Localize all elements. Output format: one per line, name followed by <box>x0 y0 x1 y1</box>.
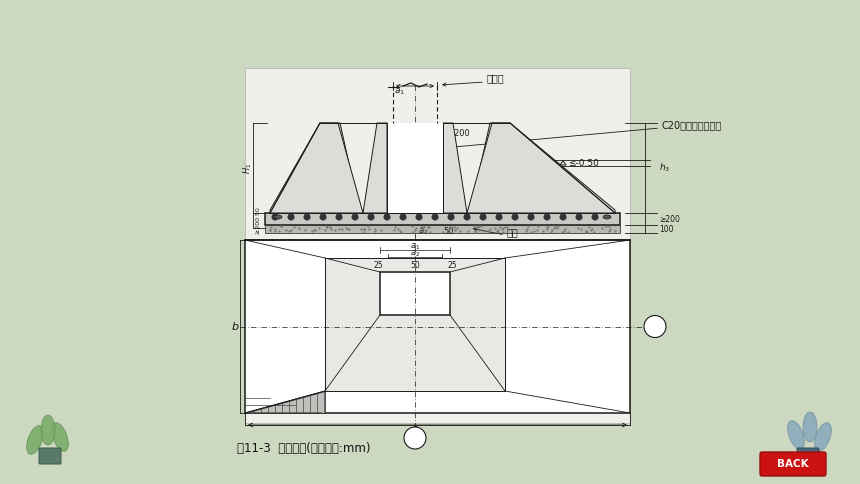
Text: $a_1$: $a_1$ <box>410 242 421 252</box>
Polygon shape <box>470 123 615 213</box>
Circle shape <box>416 214 421 220</box>
Polygon shape <box>270 123 360 213</box>
Circle shape <box>273 214 278 220</box>
Circle shape <box>400 214 406 220</box>
Circle shape <box>288 214 294 220</box>
Text: 75: 75 <box>419 136 430 146</box>
Ellipse shape <box>52 423 68 451</box>
Text: $a_2$: $a_2$ <box>410 249 421 259</box>
Text: $h_3$: $h_3$ <box>659 162 670 174</box>
Circle shape <box>433 214 438 220</box>
Polygon shape <box>265 225 620 233</box>
Polygon shape <box>363 123 387 213</box>
Circle shape <box>528 214 534 220</box>
Bar <box>325 258 505 391</box>
Text: $H_1$: $H_1$ <box>242 162 255 174</box>
Text: ≤-0.50: ≤-0.50 <box>568 158 599 167</box>
Polygon shape <box>443 123 467 213</box>
Circle shape <box>464 214 470 220</box>
Circle shape <box>576 214 582 220</box>
Circle shape <box>336 214 341 220</box>
Text: ≥200 50: ≥200 50 <box>256 208 261 234</box>
Circle shape <box>644 316 666 337</box>
Circle shape <box>496 214 501 220</box>
Polygon shape <box>270 123 363 213</box>
Circle shape <box>304 214 310 220</box>
Ellipse shape <box>814 423 832 451</box>
Circle shape <box>480 214 486 220</box>
Text: 墓层: 墓层 <box>507 227 519 237</box>
FancyBboxPatch shape <box>797 448 819 464</box>
Bar <box>245 68 630 423</box>
Text: ≥200: ≥200 <box>447 128 470 137</box>
Circle shape <box>544 214 550 220</box>
Circle shape <box>320 214 326 220</box>
Circle shape <box>404 427 426 449</box>
Ellipse shape <box>803 412 817 442</box>
Text: 25: 25 <box>447 260 457 270</box>
Circle shape <box>368 214 374 220</box>
Ellipse shape <box>788 421 804 449</box>
Circle shape <box>448 214 454 220</box>
Circle shape <box>384 214 390 220</box>
Bar <box>380 272 450 315</box>
Text: $a$: $a$ <box>411 424 419 434</box>
Circle shape <box>513 214 518 220</box>
Text: $b$: $b$ <box>230 320 239 333</box>
FancyBboxPatch shape <box>760 452 826 476</box>
Polygon shape <box>265 213 620 225</box>
Text: 100: 100 <box>659 225 673 233</box>
Ellipse shape <box>41 415 55 445</box>
Circle shape <box>593 214 598 220</box>
Text: $a_1$: $a_1$ <box>395 87 406 97</box>
Circle shape <box>353 214 358 220</box>
Text: 图11-3  杯形基础(尺寸单位:mm): 图11-3 杯形基础(尺寸单位:mm) <box>237 441 371 454</box>
FancyBboxPatch shape <box>39 448 61 464</box>
Circle shape <box>560 214 566 220</box>
Polygon shape <box>467 123 615 213</box>
Text: $a_2$: $a_2$ <box>418 227 428 237</box>
Text: C20细石混凝土填实: C20细石混凝土填实 <box>662 120 722 130</box>
Polygon shape <box>245 391 325 413</box>
Text: ≥200: ≥200 <box>659 214 680 224</box>
Text: 50: 50 <box>443 227 453 237</box>
Ellipse shape <box>274 215 282 219</box>
Text: 预制柱: 预制柱 <box>487 73 505 83</box>
Text: 25: 25 <box>373 260 383 270</box>
Ellipse shape <box>27 426 43 454</box>
Text: 50: 50 <box>410 260 420 270</box>
Text: BACK: BACK <box>777 459 808 469</box>
Ellipse shape <box>603 215 611 219</box>
Polygon shape <box>245 240 630 413</box>
Polygon shape <box>387 123 443 213</box>
